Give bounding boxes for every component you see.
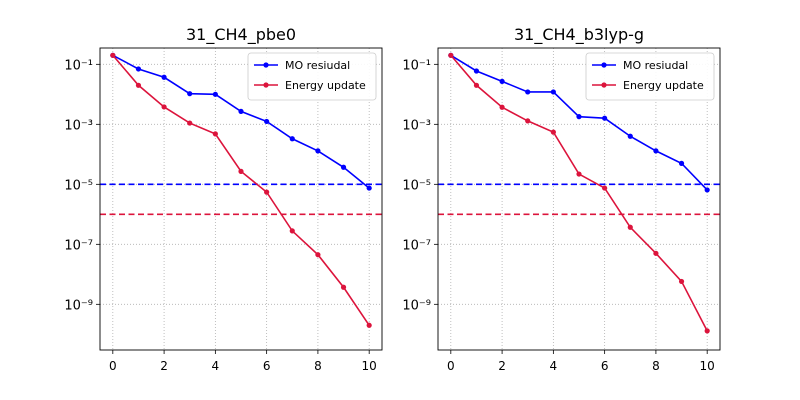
data-point: [704, 328, 710, 334]
data-point: [499, 104, 505, 110]
data-point: [525, 118, 531, 124]
chart-panel-right: 31_CH4_b3lyp-g 0 2 4 6 8 10 10⁻⁹ 10⁻⁷ 10⁻⁵ 10⁻³ 10⁻…: [402, 25, 721, 373]
legend-swatch-marker: [601, 82, 607, 88]
legend-swatch-marker: [601, 62, 607, 68]
data-point: [238, 108, 244, 114]
data-point: [238, 168, 244, 174]
y-tick-label: 10⁻⁵: [64, 178, 93, 193]
data-point: [264, 118, 270, 125]
data-point: [576, 114, 582, 120]
y-tick-label: 10⁻¹: [402, 58, 431, 73]
y-tick-label: 10⁻⁷: [64, 238, 93, 253]
chart-panel-left: 31_CH4_pbe0 0 2 4 6 8 10 10⁻⁹ 10⁻⁷ 10⁻⁵ 10⁻³ 10⁻¹ MO…: [64, 25, 383, 373]
y-tick-label: 10⁻⁹: [64, 298, 93, 313]
data-point: [340, 164, 347, 170]
x-tick-label: 8: [314, 359, 322, 373]
data-point: [315, 148, 321, 154]
data-point: [366, 185, 372, 191]
axes-frame: [99, 47, 383, 351]
data-point: [653, 148, 659, 154]
data-point: [550, 129, 556, 135]
data-point: [187, 91, 193, 97]
chart-title: 31_CH4_pbe0: [186, 25, 296, 45]
data-point: [135, 66, 142, 72]
x-tick-label: 10: [362, 359, 377, 373]
legend-label: Energy update: [623, 79, 704, 92]
legend: MO resiudal Energy update: [247, 52, 377, 101]
legend-swatch-marker: [263, 62, 269, 68]
legend-box: [247, 52, 377, 101]
x-tick-label: 10: [700, 359, 715, 373]
y-tick-label: 10⁻¹: [64, 58, 93, 73]
data-point: [550, 89, 556, 95]
legend-label: Energy update: [285, 79, 366, 92]
data-point: [161, 104, 167, 110]
data-point: [264, 189, 270, 195]
data-point: [627, 224, 633, 230]
data-point: [366, 322, 372, 328]
data-point: [499, 78, 505, 84]
x-tick-label: 6: [263, 359, 271, 373]
x-tick-label: 8: [652, 359, 660, 373]
y-tick-label: 10⁻⁹: [402, 298, 431, 313]
data-point: [135, 82, 142, 88]
data-point: [678, 160, 685, 166]
legend-label: MO resiudal: [285, 59, 350, 72]
data-point: [602, 115, 608, 121]
data-point: [315, 252, 321, 258]
data-point: [653, 250, 659, 256]
data-point: [448, 52, 454, 58]
data-point: [187, 120, 193, 126]
legend-label: MO resiudal: [623, 59, 688, 72]
x-tick-label: 2: [498, 359, 506, 373]
y-tick-label: 10⁻³: [64, 118, 93, 133]
data-point: [678, 278, 685, 285]
data-point: [576, 171, 582, 177]
legend: MO resiudal Energy update: [585, 52, 715, 101]
chart-title: 31_CH4_b3lyp-g: [514, 25, 644, 45]
data-point: [340, 284, 347, 290]
y-tick-label: 10⁻³: [402, 118, 431, 133]
x-tick-label: 0: [109, 359, 117, 373]
data-point: [473, 68, 480, 74]
data-point: [525, 89, 531, 95]
x-tick-label: 6: [601, 359, 609, 373]
data-point: [110, 52, 116, 58]
data-point: [212, 131, 218, 137]
axes-frame: [437, 47, 721, 351]
legend-box: [585, 52, 715, 101]
legend-swatch-marker: [263, 82, 269, 88]
data-point: [473, 82, 480, 88]
data-point: [704, 187, 710, 193]
data-point: [289, 136, 295, 142]
data-point: [161, 74, 167, 80]
data-point: [289, 228, 295, 234]
data-point: [602, 185, 608, 191]
y-tick-label: 10⁻⁷: [402, 238, 431, 253]
x-tick-label: 4: [550, 359, 558, 373]
x-tick-label: 4: [212, 359, 220, 373]
y-tick-label: 10⁻⁵: [402, 178, 431, 193]
x-tick-label: 2: [160, 359, 168, 373]
data-point: [212, 91, 218, 97]
x-tick-label: 0: [447, 359, 455, 373]
data-point: [627, 133, 633, 139]
